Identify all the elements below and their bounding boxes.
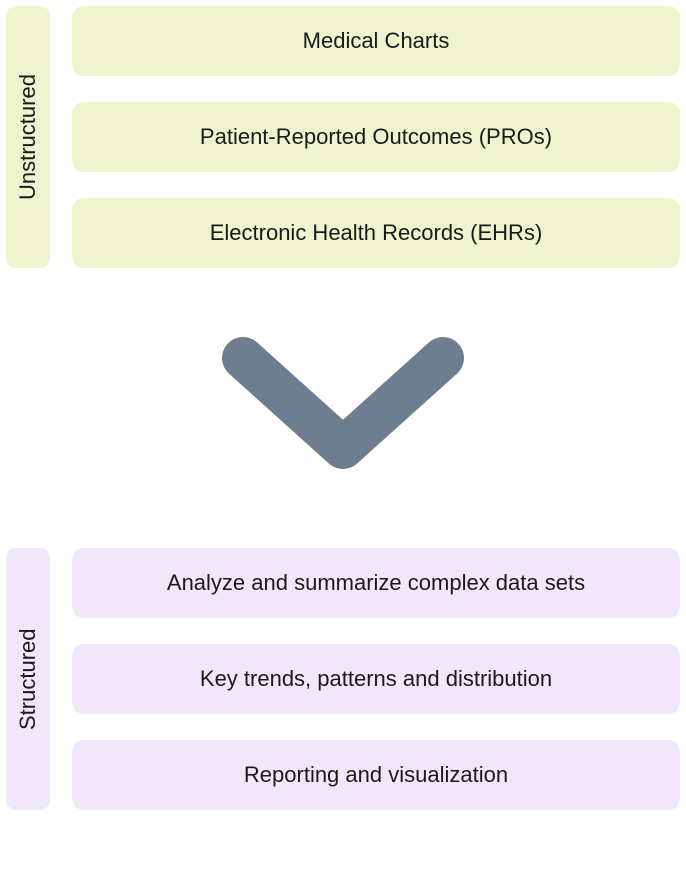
unstructured-items: Medical Charts Patient-Reported Outcomes…: [72, 6, 680, 268]
unstructured-item: Electronic Health Records (EHRs): [72, 198, 680, 268]
chevron-down-icon: [213, 318, 473, 498]
unstructured-section: Unstructured Medical Charts Patient-Repo…: [0, 0, 686, 268]
unstructured-item: Patient-Reported Outcomes (PROs): [72, 102, 680, 172]
unstructured-item: Medical Charts: [72, 6, 680, 76]
structured-item: Reporting and visualization: [72, 740, 680, 810]
structured-item: Key trends, patterns and distribution: [72, 644, 680, 714]
structured-item: Analyze and summarize complex data sets: [72, 548, 680, 618]
unstructured-label: Unstructured: [6, 6, 50, 268]
structured-section: Structured Analyze and summarize complex…: [0, 548, 686, 816]
structured-label: Structured: [6, 548, 50, 810]
flow-arrow: [0, 268, 686, 548]
structured-items: Analyze and summarize complex data sets …: [72, 548, 680, 810]
